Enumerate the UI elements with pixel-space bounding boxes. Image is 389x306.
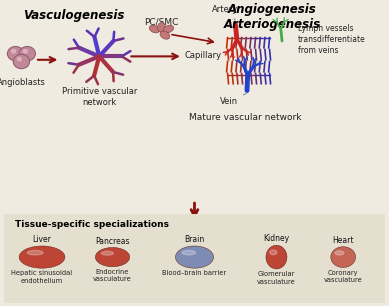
Text: Capillary: Capillary: [185, 51, 229, 60]
Text: Hepatic sinusoidal
endothelium: Hepatic sinusoidal endothelium: [11, 271, 73, 284]
Circle shape: [13, 54, 30, 69]
Ellipse shape: [19, 246, 65, 268]
Ellipse shape: [270, 250, 277, 255]
Text: Coronary
vasculature: Coronary vasculature: [324, 270, 363, 283]
Ellipse shape: [95, 248, 130, 267]
Circle shape: [17, 57, 22, 62]
Ellipse shape: [149, 25, 159, 33]
Text: Lymph vessels
transdifferentiate
from veins: Lymph vessels transdifferentiate from ve…: [298, 24, 365, 55]
Circle shape: [23, 49, 28, 54]
Ellipse shape: [163, 25, 173, 33]
Ellipse shape: [27, 250, 43, 255]
Circle shape: [11, 49, 16, 54]
Ellipse shape: [182, 250, 195, 255]
Text: Angioblasts: Angioblasts: [0, 78, 46, 87]
Text: Liver: Liver: [33, 235, 51, 244]
Text: Angiogenesis
Arteriogenesis: Angiogenesis Arteriogenesis: [224, 3, 321, 32]
Text: Vasculogenesis: Vasculogenesis: [23, 9, 124, 21]
Text: PC/SMC: PC/SMC: [144, 17, 179, 26]
Ellipse shape: [102, 251, 114, 255]
Text: Tissue-specific specializations: Tissue-specific specializations: [14, 219, 168, 229]
FancyBboxPatch shape: [2, 213, 386, 304]
Ellipse shape: [175, 246, 214, 268]
Ellipse shape: [158, 23, 165, 32]
Text: Brain: Brain: [184, 235, 205, 244]
Text: Primitive vascular
network: Primitive vascular network: [61, 87, 137, 107]
Circle shape: [19, 47, 35, 61]
Text: Vein: Vein: [220, 93, 247, 106]
Text: Blood–brain barrier: Blood–brain barrier: [163, 271, 226, 276]
Text: Endocrine
vasculature: Endocrine vasculature: [93, 269, 132, 282]
Text: Heart: Heart: [333, 236, 354, 245]
Ellipse shape: [266, 245, 287, 269]
Text: Pancreas: Pancreas: [95, 237, 130, 245]
Circle shape: [7, 47, 24, 61]
Ellipse shape: [335, 251, 344, 255]
Ellipse shape: [160, 31, 170, 39]
Text: Mature vascular network: Mature vascular network: [189, 113, 301, 122]
Ellipse shape: [331, 247, 356, 267]
Text: Artery: Artery: [212, 5, 238, 20]
Text: Glomerular
vasculature: Glomerular vasculature: [257, 271, 296, 285]
Text: Kidney: Kidney: [263, 234, 289, 243]
